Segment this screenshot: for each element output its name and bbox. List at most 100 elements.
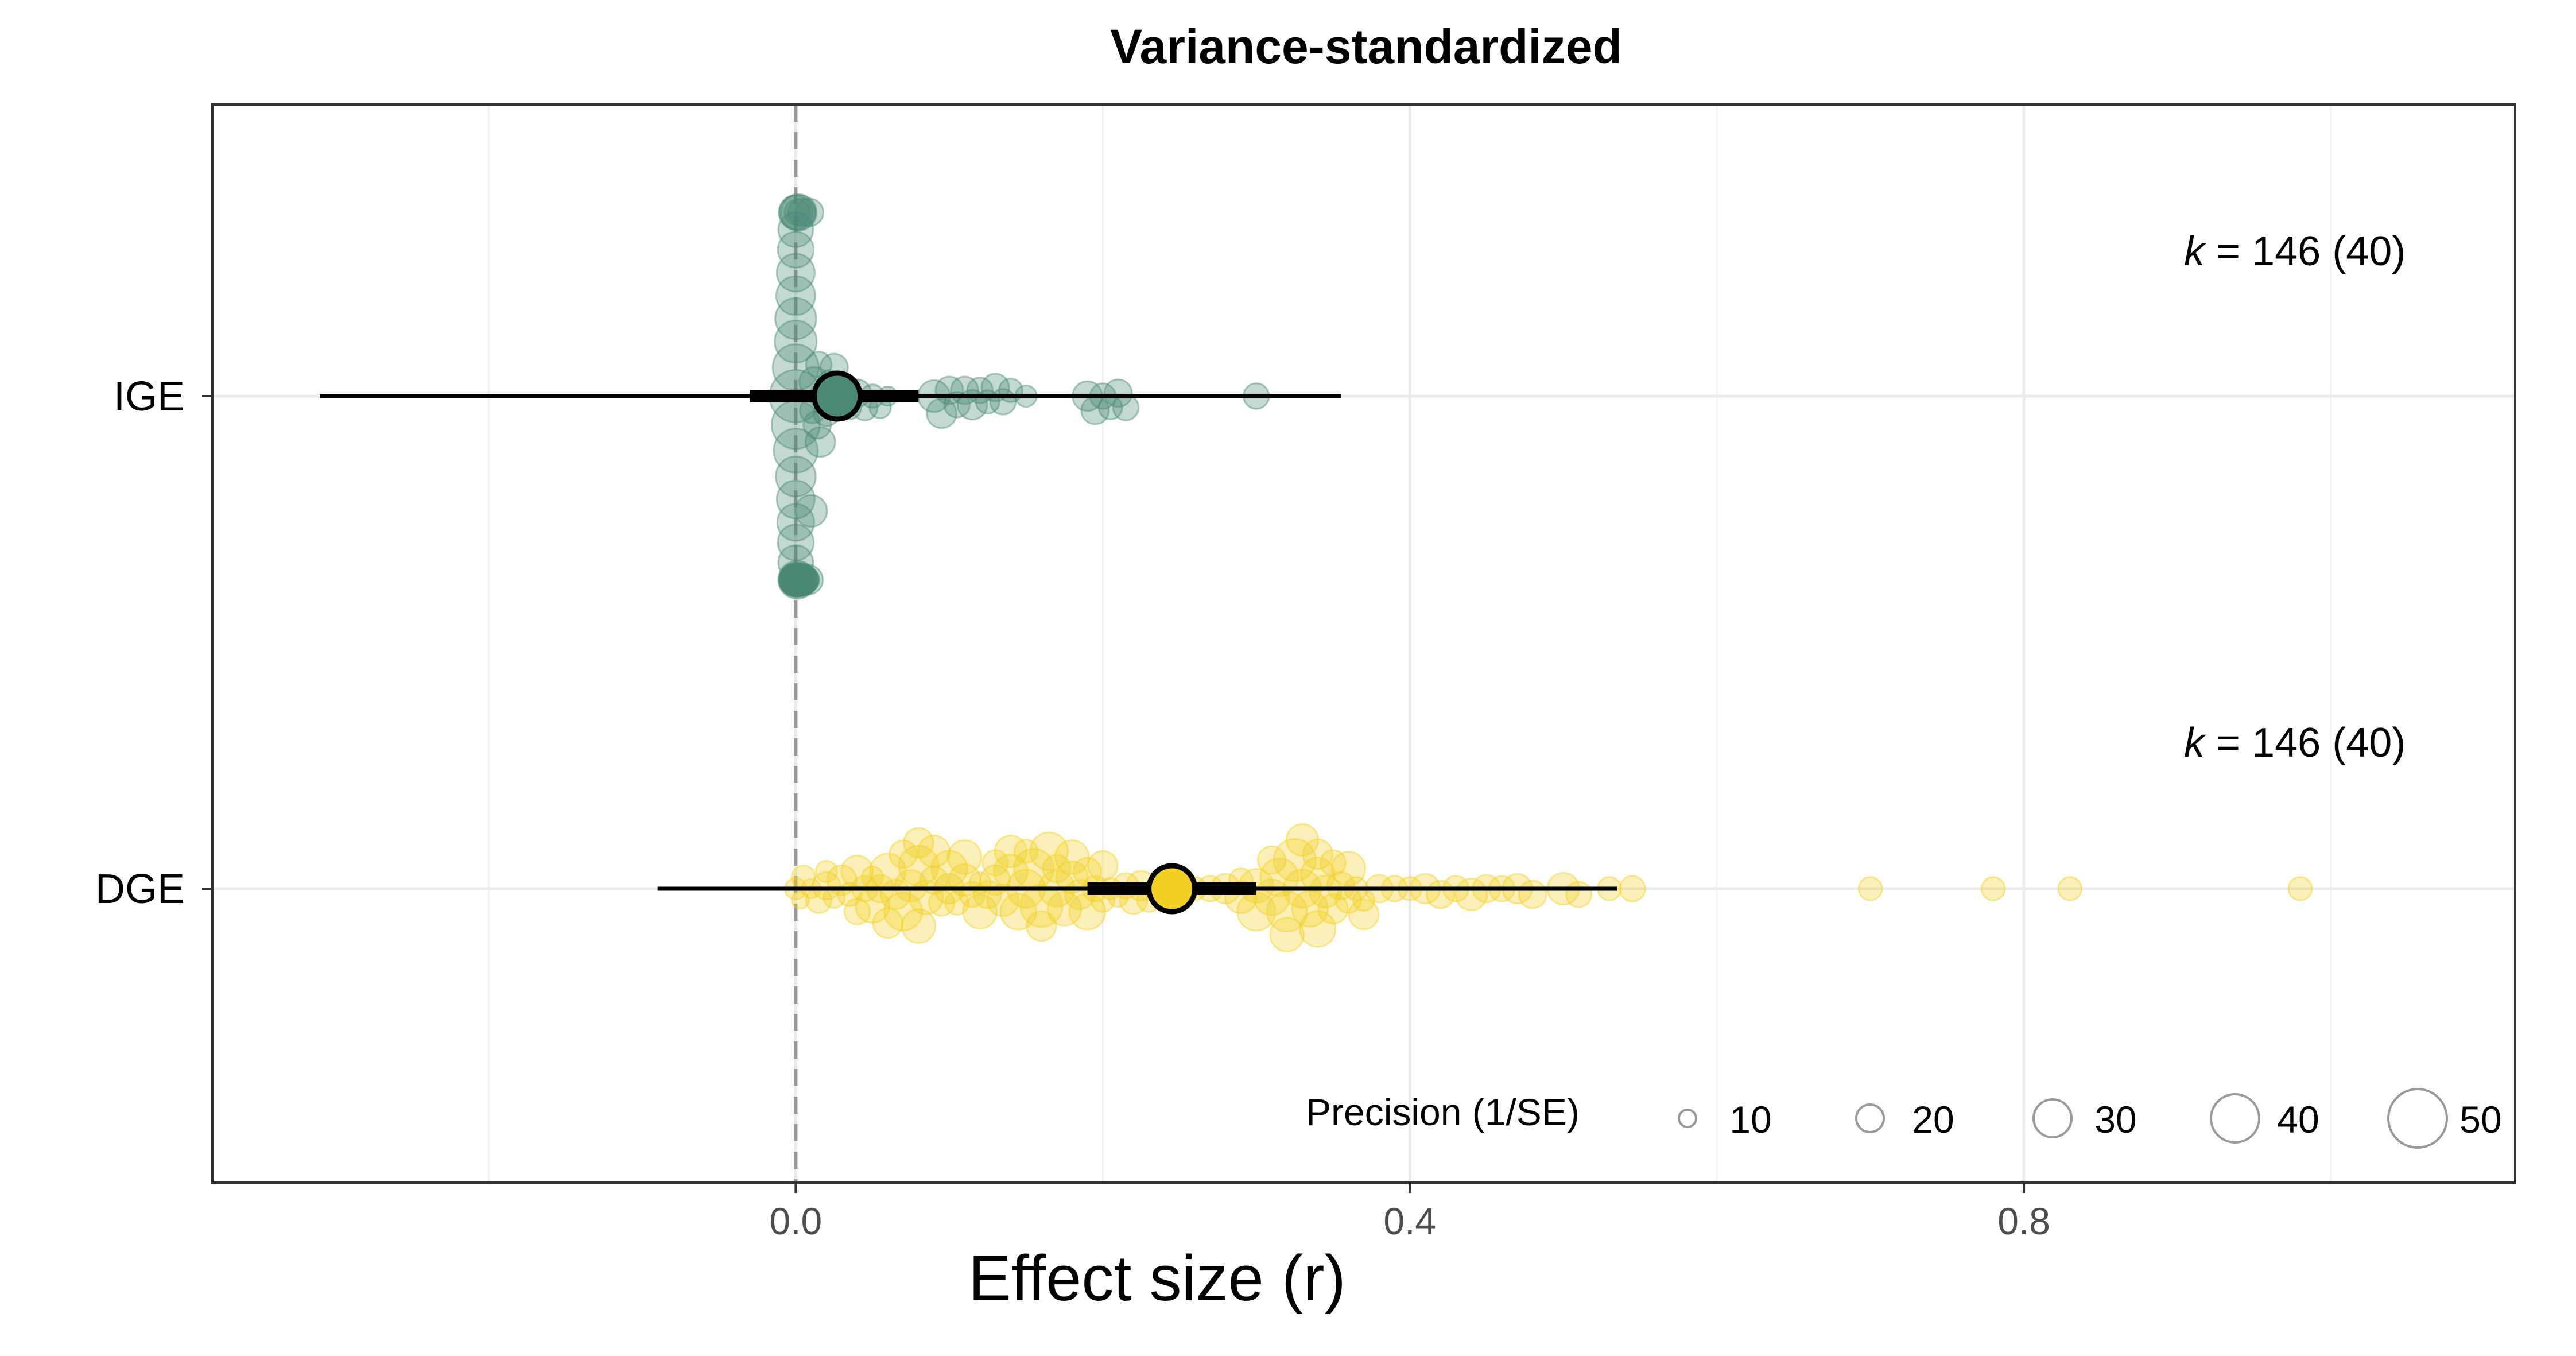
data-point-dge: [1299, 910, 1337, 948]
confidence-intervals: [320, 370, 1617, 915]
data-point-dge: [1236, 892, 1277, 932]
data-point-ige: [1103, 378, 1133, 408]
y-axis: IGE DGE: [95, 374, 212, 912]
data-point-dge: [1042, 854, 1072, 884]
data-point-dge: [946, 839, 983, 875]
data-point-ige: [805, 351, 833, 378]
data-point-ige: [774, 297, 817, 340]
data-point-ige: [785, 564, 816, 596]
data-point-dge: [1046, 891, 1083, 927]
data-point-dge: [981, 849, 1009, 877]
data-point-dge: [2057, 876, 2083, 901]
data-point-ige: [784, 565, 814, 595]
data-point-ige: [780, 564, 811, 595]
data-point-dge: [1054, 839, 1090, 875]
data-point-dge: [1026, 910, 1057, 942]
data-point-ige: [780, 564, 811, 595]
data-point-ige: [792, 564, 824, 596]
data-point-dge: [994, 834, 1027, 869]
data-point-dge: [986, 883, 1020, 917]
estimate-point-ige: [812, 370, 863, 422]
data-point-ige: [775, 455, 817, 498]
data-point-dge: [999, 893, 1037, 931]
data-point-dge: [930, 850, 968, 888]
data-point-ige: [794, 494, 828, 528]
k-annotations: k = 146 (40) k = 146 (40): [2184, 228, 2406, 766]
data-point-ige: [784, 568, 808, 592]
data-point-ige: [783, 567, 809, 592]
data-point-dge: [1257, 845, 1287, 875]
legend-size-circle: [2210, 1093, 2260, 1144]
x-tick-label: 0.4: [1383, 1200, 1436, 1242]
data-point-ige: [781, 565, 810, 594]
data-point-dge: [883, 892, 924, 932]
data-point-ige: [794, 197, 824, 227]
data-point-dge: [1309, 874, 1343, 909]
legend-items: 10 20 30 40 50: [1678, 1088, 2502, 1149]
data-point-ige: [778, 195, 814, 230]
data-point-dge: [898, 844, 940, 887]
legend-size-label: 50: [2459, 1098, 2501, 1141]
data-point-ige: [785, 569, 806, 590]
x-axis: 0.0 0.4 0.8: [769, 1183, 2050, 1242]
data-point-dge: [790, 890, 810, 910]
data-point-dge: [1619, 875, 1646, 902]
data-point-ige: [793, 566, 820, 594]
data-point-dge: [1454, 877, 1488, 912]
legend-size-circle: [2032, 1098, 2073, 1138]
data-point-dge: [1266, 890, 1308, 933]
data-point-ige: [775, 275, 816, 316]
annotation-ige: k = 146 (40): [2184, 228, 2406, 274]
legend-size-label: 40: [2277, 1098, 2319, 1141]
data-point-dge: [1317, 893, 1349, 925]
data-point-ige: [773, 428, 819, 474]
data-point-ige: [777, 524, 815, 561]
y-tick-label: IGE: [114, 374, 185, 420]
legend-title: Precision (1/SE): [1306, 1091, 1580, 1133]
data-point-dge: [843, 898, 871, 925]
data-point-ige: [804, 426, 836, 458]
data-point-dge: [917, 834, 951, 869]
data-point-dge: [872, 907, 904, 939]
data-point-dge: [1326, 871, 1356, 901]
data-point-dge: [1285, 823, 1320, 857]
data-point-dge: [889, 839, 918, 869]
data-point-dge: [1055, 860, 1089, 894]
data-point-ige: [781, 565, 810, 595]
data-point-dge: [944, 890, 970, 916]
data-point-ige: [779, 563, 812, 596]
data-point-ige: [787, 564, 820, 596]
data-point-ige: [926, 397, 957, 429]
data-point-dge: [1857, 876, 1883, 901]
legend-size-circle: [1678, 1109, 1697, 1128]
data-point-dge: [861, 865, 884, 889]
legend-size-label: 30: [2094, 1098, 2136, 1141]
data-point-ige: [777, 560, 817, 600]
panel-border: [211, 103, 2516, 1184]
data-point-ige: [780, 564, 812, 596]
precision-size-legend: Precision (1/SE) 10 20 30 40 50: [1306, 1088, 2502, 1149]
data-point-ige: [779, 563, 813, 597]
data-point-dge: [2287, 876, 2313, 901]
plot-panel: [211, 103, 2516, 1184]
data-point-dge: [1565, 881, 1593, 908]
effect-size-points: [769, 193, 2313, 952]
data-point-dge: [894, 869, 928, 903]
data-point-ige: [782, 567, 809, 593]
data-point-ige: [782, 566, 810, 594]
data-point-ige: [776, 503, 815, 542]
legend-size-label: 10: [1729, 1098, 1771, 1141]
data-point-ige: [783, 567, 809, 592]
data-point-ige: [778, 563, 813, 597]
data-point-dge: [1302, 838, 1334, 870]
data-point-ige: [782, 563, 816, 597]
data-point-dge: [1068, 893, 1107, 931]
data-point-dge: [1029, 831, 1069, 871]
data-point-dge: [903, 827, 934, 859]
data-point-ige: [790, 566, 817, 594]
data-point-ige: [779, 563, 812, 596]
x-tick-label: 0.8: [1997, 1200, 2050, 1242]
data-point-ige: [777, 231, 815, 269]
x-axis-title: Effect size (r): [968, 1242, 1346, 1314]
